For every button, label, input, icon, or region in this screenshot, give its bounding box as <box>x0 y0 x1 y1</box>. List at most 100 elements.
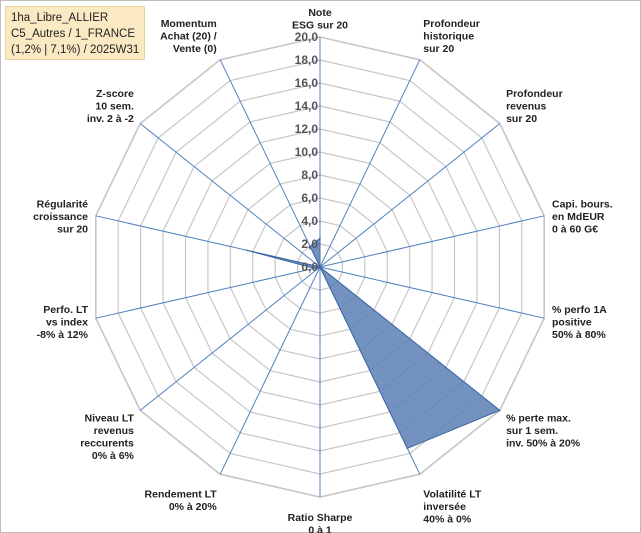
axis-label-5: % perte max. sur 1 sem. inv. 50% à 20% <box>506 412 581 449</box>
axis-label-line: Ratio Sharpe <box>288 512 353 524</box>
axis-label-line: positive <box>552 317 592 329</box>
axis-label-line: revenus <box>94 425 134 437</box>
axis-label-line: Z-score <box>96 88 134 100</box>
axis-label-line: sur 20 <box>423 43 454 55</box>
axis-label-line: sur 20 <box>57 223 88 235</box>
axis-label-line: historique <box>423 31 474 43</box>
axis-label-line: inversée <box>423 501 466 513</box>
axis-label-text-10: Perfo. LT vs index -8% à 12% <box>37 304 89 341</box>
axis-label-line: 10 sem. <box>95 101 134 113</box>
data-point-11 <box>246 249 248 252</box>
axis-label-line: 50% à 80% <box>552 329 606 341</box>
axis-label-line: Profondeur <box>423 18 480 30</box>
axis-label-text-8: Rendement LT 0% à 20% <box>145 488 218 513</box>
axis-label-4: % perfo 1A positive 50% à 80% <box>552 304 607 341</box>
axis-label-line: Vente (0) <box>173 43 217 55</box>
axis-label-line: % perte max. <box>506 412 571 424</box>
axis-label-line: inv. 2 à -2 <box>87 113 134 125</box>
radar-tick-labels: 0,0 2,0 4,0 6,0 8,0 10,0 12,0 14,0 16,0 18,0 20,0 <box>295 30 319 274</box>
axis-label-line: Rendement LT <box>145 488 218 500</box>
axis-label-line: Capi. bours. <box>552 198 613 210</box>
data-point-10 <box>313 267 316 270</box>
axis-label-2: Profondeur revenus sur 20 <box>506 88 563 125</box>
spoke-4 <box>319 266 545 319</box>
axis-label-line: sur 1 sem. <box>506 425 558 437</box>
axis-label-text-6: Volatilité LT inversée 40% à 0% <box>423 488 482 525</box>
tick-label-8: 16,0 <box>295 76 319 90</box>
axis-label-6: Volatilité LT inversée 40% à 0% <box>423 488 482 525</box>
tick-label-2: 4,0 <box>301 214 318 228</box>
axis-label-line: -8% à 12% <box>37 329 89 341</box>
axis-label-line: ESG sur 20 <box>292 20 348 32</box>
info-box-name: 1ha_Libre_ALLIER <box>11 12 109 24</box>
axis-label-11: Régularité croissance sur 20 <box>33 198 88 235</box>
axis-label-line: inv. 50% à 20% <box>506 437 581 449</box>
axis-label-text-2: Profondeur revenus sur 20 <box>506 88 563 125</box>
axis-label-line: Perfo. LT <box>43 304 88 316</box>
axis-label-text-5: % perte max. sur 1 sem. inv. 50% à 20% <box>506 412 581 449</box>
axis-label-line: Volatilité LT <box>423 488 482 500</box>
axis-label-line: Profondeur <box>506 88 563 100</box>
spoke-2 <box>319 123 501 268</box>
axis-label-text-11: Régularité croissance sur 20 <box>33 198 88 235</box>
axis-label-line: Note <box>308 7 331 19</box>
axis-label-text-3: Capi. bours. en MdEUR 0 à 60 G€ <box>552 198 613 235</box>
axis-label-7: Ratio Sharpe 0 à 1 <box>288 512 353 533</box>
axis-label-line: Niveau LT <box>84 412 134 424</box>
axis-label-line: reccurents <box>80 437 134 449</box>
axis-label-line: 0 à 60 G€ <box>552 223 598 235</box>
axis-label-line: revenus <box>506 101 546 113</box>
tick-label-7: 14,0 <box>295 99 319 113</box>
tick-label-6: 12,0 <box>295 122 319 136</box>
spoke-1 <box>319 59 421 268</box>
axis-label-line: en MdEUR <box>552 211 605 223</box>
axis-label-10: Perfo. LT vs index -8% à 12% <box>37 304 89 341</box>
tick-label-4: 8,0 <box>301 168 318 182</box>
axis-label-text-13: Momentum Achat (20) / Vente (0) <box>160 18 217 55</box>
axis-label-0: Note ESG sur 20 <box>292 7 348 32</box>
axis-label-line: 0 à 1 <box>308 525 332 533</box>
series-area-0 <box>246 237 501 449</box>
spoke-3 <box>319 215 545 268</box>
axis-label-text-12: Z-score 10 sem. inv. 2 à -2 <box>87 88 134 125</box>
spoke-9 <box>139 266 321 411</box>
axis-label-line: Régularité <box>37 198 89 210</box>
data-point-5 <box>499 409 501 412</box>
info-box: 1ha_Libre_ALLIER C5_Autres / 1_FRANCE (1… <box>5 6 145 60</box>
data-point-0 <box>319 237 321 240</box>
data-point-6 <box>406 447 409 450</box>
axis-label-text-4: % perfo 1A positive 50% à 80% <box>552 304 607 341</box>
axis-label-13: Momentum Achat (20) / Vente (0) <box>160 18 217 55</box>
axis-label-text-0: Note ESG sur 20 <box>292 7 348 32</box>
tick-label-10: 20,0 <box>295 30 319 44</box>
axis-label-line: 40% à 0% <box>423 513 472 525</box>
axis-label-text-7: Ratio Sharpe 0 à 1 <box>288 512 353 533</box>
axis-label-line: 0% à 6% <box>92 450 135 462</box>
axis-label-line: Momentum <box>161 18 217 30</box>
axis-label-9: Niveau LT revenus reccurents 0% à 6% <box>80 412 134 462</box>
tick-label-5: 10,0 <box>295 145 319 159</box>
axis-label-line: % perfo 1A <box>552 304 607 316</box>
axis-label-line: croissance <box>33 211 88 223</box>
info-box-period: (1,2% | 7,1%) / 2025W31 <box>11 44 140 56</box>
radar-series <box>246 237 501 450</box>
tick-label-1: 2,0 <box>301 237 318 251</box>
data-point-12 <box>319 266 321 268</box>
axis-label-line: sur 20 <box>506 113 537 125</box>
spoke-10 <box>95 266 321 319</box>
tick-label-3: 6,0 <box>301 191 318 205</box>
spoke-13 <box>219 59 321 268</box>
data-point-13 <box>309 245 311 248</box>
axis-label-3: Capi. bours. en MdEUR 0 à 60 G€ <box>552 198 613 235</box>
axis-label-text-9: Niveau LT revenus reccurents 0% à 6% <box>80 412 134 462</box>
info-box-category: C5_Autres / 1_FRANCE <box>11 28 135 40</box>
axis-label-8: Rendement LT 0% à 20% <box>145 488 218 513</box>
axis-label-12: Z-score 10 sem. inv. 2 à -2 <box>87 88 134 125</box>
axis-label-1: Profondeur historique sur 20 <box>423 18 480 55</box>
tick-label-9: 18,0 <box>295 53 319 67</box>
axis-label-line: Achat (20) / <box>160 31 217 43</box>
spoke-8 <box>219 266 321 475</box>
axis-label-text-1: Profondeur historique sur 20 <box>423 18 480 55</box>
axis-label-line: 0% à 20% <box>169 501 218 513</box>
